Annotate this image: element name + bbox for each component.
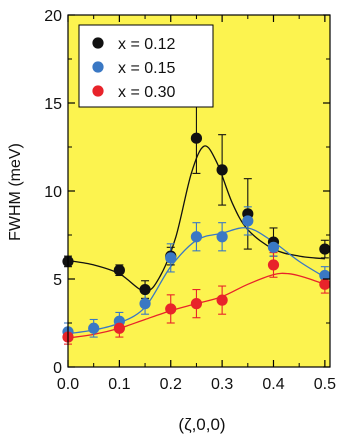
data-point: [319, 243, 331, 255]
data-point: [139, 298, 151, 310]
data-point: [165, 303, 177, 315]
y-tick-label: 10: [44, 184, 62, 201]
x-tick-label: 0.2: [160, 376, 182, 393]
legend-marker: [92, 85, 104, 97]
x-tick-label: 0.1: [108, 376, 130, 393]
data-point: [190, 298, 203, 310]
legend-label: x = 0.12: [118, 36, 175, 53]
x-axis-ticks: 0.0 0.1 0.2 0.3 0.4 0.5: [57, 15, 336, 393]
data-point: [88, 322, 100, 334]
data-point: [165, 252, 177, 264]
x-axis-label: (ζ,0,0): [178, 415, 225, 434]
x-tick-label: 0.4: [262, 376, 284, 393]
y-axis-ticks: 0 5 10 15 20: [44, 8, 330, 377]
y-tick-label: 20: [44, 8, 62, 25]
data-point: [319, 278, 331, 290]
data-point: [139, 283, 151, 296]
data-point: [216, 164, 228, 176]
data-point: [190, 132, 203, 144]
data-point: [216, 231, 228, 243]
data-point: [113, 322, 125, 334]
legend-marker: [92, 61, 104, 73]
x-tick-label: 0.0: [57, 376, 79, 393]
data-point: [319, 269, 331, 282]
y-tick-label: 5: [53, 272, 62, 289]
y-tick-label: 15: [44, 96, 62, 113]
data-point: [242, 215, 254, 227]
legend-label: x = 0.15: [118, 60, 175, 77]
data-point: [267, 259, 280, 271]
y-axis-label: FWHM (meV): [7, 143, 24, 241]
data-point: [190, 231, 203, 243]
data-point: [216, 294, 228, 306]
y-tick-label: 0: [53, 360, 62, 377]
x-tick-label: 0.3: [211, 376, 233, 393]
data-point: [113, 264, 125, 276]
legend-label: x = 0.30: [118, 84, 175, 101]
legend: x = 0.12 x = 0.15 x = 0.30: [78, 24, 214, 108]
legend-marker: [92, 37, 104, 49]
data-point: [267, 241, 280, 253]
x-tick-label: 0.5: [314, 376, 336, 393]
